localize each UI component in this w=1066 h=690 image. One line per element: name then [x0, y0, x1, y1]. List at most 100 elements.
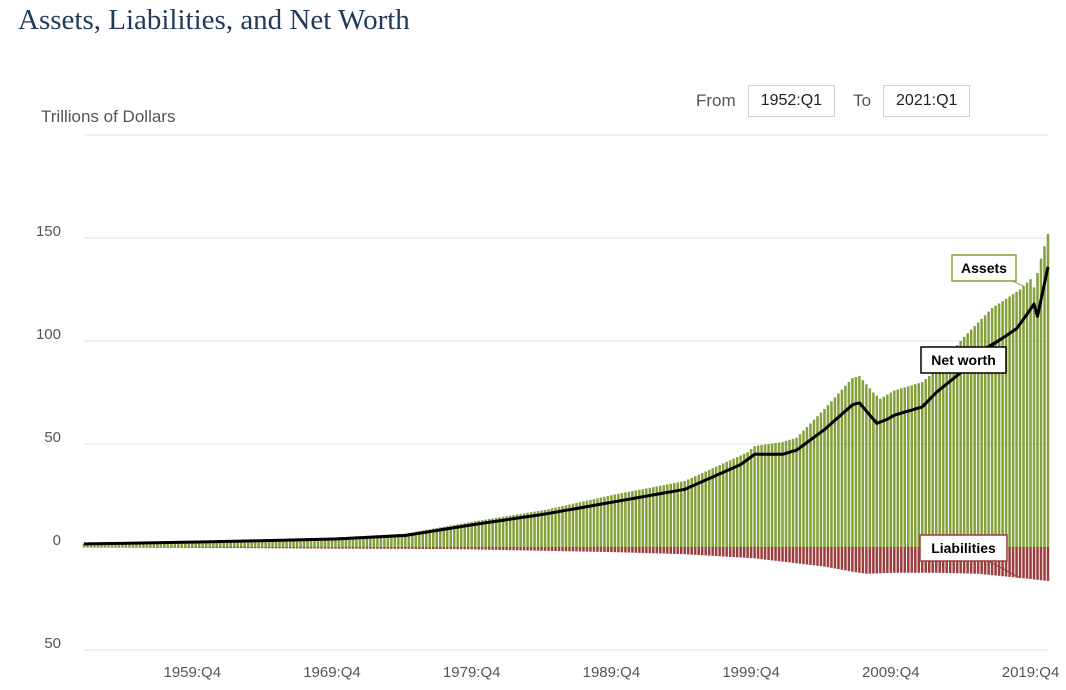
liabilities-bar — [239, 547, 243, 549]
liabilities-bar — [418, 547, 421, 549]
x-tick-label: 1969:Q4 — [303, 664, 361, 681]
assets-bar — [156, 542, 159, 547]
liabilities-bar — [673, 547, 676, 554]
assets-bar — [941, 361, 945, 547]
liabilities-bar — [114, 547, 117, 548]
liabilities-bar — [505, 547, 508, 551]
liabilities-bar — [666, 547, 669, 554]
liabilities-bar — [578, 547, 582, 552]
assets-bar — [257, 539, 260, 547]
assets-bar — [652, 487, 655, 547]
liabilities-bar — [494, 547, 498, 550]
liabilities-bar — [1029, 547, 1032, 580]
assets-bar — [362, 535, 365, 547]
assets-bar — [686, 479, 690, 547]
liabilities-bar — [246, 547, 250, 549]
assets-callout-label: Assets — [961, 260, 1007, 276]
assets-bar — [505, 516, 508, 547]
liabilities-bar — [163, 547, 166, 548]
x-tick-label: 1989:Q4 — [583, 664, 641, 681]
liabilities-bar — [791, 547, 795, 563]
assets-bar — [777, 442, 781, 547]
liabilities-bar — [142, 547, 145, 548]
liabilities-callout-box — [919, 534, 1008, 562]
assets-bar — [320, 537, 323, 547]
assets-bar — [610, 495, 613, 547]
liabilities-bar — [858, 547, 861, 573]
assets-bar — [1011, 294, 1015, 547]
liabilities-bar — [229, 547, 232, 549]
assets-bar — [641, 489, 645, 547]
liabilities-bar — [543, 547, 547, 551]
assets-bar — [763, 444, 767, 547]
liabilities-bar — [351, 547, 355, 549]
liabilities-bar — [596, 547, 599, 552]
assets-bar — [826, 405, 830, 547]
assets-bar — [997, 303, 1001, 547]
liabilities-bar — [194, 547, 198, 548]
assets-bar — [1032, 287, 1036, 547]
liabilities-bar — [648, 547, 652, 554]
liabilities-bar — [170, 547, 173, 548]
assets-bar — [732, 458, 735, 547]
liabilities-bar — [1032, 547, 1036, 580]
assets-bar — [281, 539, 285, 547]
liabilities-bar — [466, 547, 470, 550]
assets-bar — [547, 509, 550, 547]
liabilities-bar — [638, 547, 641, 553]
liabilities-bar — [400, 547, 404, 549]
liabilities-bar — [299, 547, 302, 549]
assets-bar — [917, 383, 921, 547]
from-date-input[interactable]: 1952:Q1 — [747, 85, 836, 117]
liabilities-bar — [257, 547, 260, 549]
assets-bar — [976, 322, 980, 547]
liabilities-bar — [487, 547, 491, 550]
assets-bar — [274, 539, 278, 547]
assets-bar — [990, 308, 994, 547]
assets-bar — [798, 434, 802, 547]
assets-bar — [624, 492, 627, 547]
assets-bar — [404, 533, 407, 547]
liabilities-bar — [536, 547, 540, 551]
liabilities-bar — [812, 547, 816, 566]
assets-bar — [114, 543, 117, 547]
net-worth-line — [83, 266, 1050, 546]
assets-bar — [285, 538, 288, 547]
assets-bar — [351, 536, 355, 547]
liabilities-bar — [309, 547, 313, 549]
liabilities-bar — [816, 547, 819, 566]
liabilities-bar — [568, 547, 571, 552]
assets-bar — [718, 465, 721, 547]
assets-bar — [407, 532, 411, 547]
liabilities-bar — [156, 547, 159, 548]
liabilities-bar — [480, 547, 484, 550]
liabilities-bar — [805, 547, 809, 565]
assets-bar — [676, 482, 680, 547]
callouts: Assets Net worth Liabilities — [919, 254, 1024, 579]
liabilities-bar — [886, 547, 889, 574]
liabilities-bar — [732, 547, 735, 558]
assets-bar — [117, 542, 121, 547]
liabilities-bar — [742, 547, 746, 558]
liabilities-bar — [575, 547, 578, 552]
assets-bar — [515, 514, 519, 547]
assets-bar — [910, 385, 914, 547]
assets-bar — [948, 353, 952, 547]
liabilities-bar — [830, 547, 833, 568]
assets-bar — [704, 471, 707, 547]
assets-bar — [893, 390, 896, 547]
assets-bar — [882, 396, 886, 547]
assets-bar — [250, 539, 253, 547]
assets-bar — [903, 387, 907, 547]
liabilities-bar — [693, 547, 697, 555]
liabilities-bar — [571, 547, 575, 552]
liabilities-bar — [914, 547, 917, 573]
assets-bar — [463, 523, 466, 547]
liabilities-bar — [428, 547, 432, 549]
liabilities-bar — [442, 547, 446, 550]
assets-bar — [969, 329, 973, 547]
assets-bar — [1046, 233, 1050, 547]
assets-bar — [411, 532, 414, 547]
to-date-input[interactable]: 2021:Q1 — [883, 85, 971, 117]
assets-bar — [323, 537, 327, 547]
